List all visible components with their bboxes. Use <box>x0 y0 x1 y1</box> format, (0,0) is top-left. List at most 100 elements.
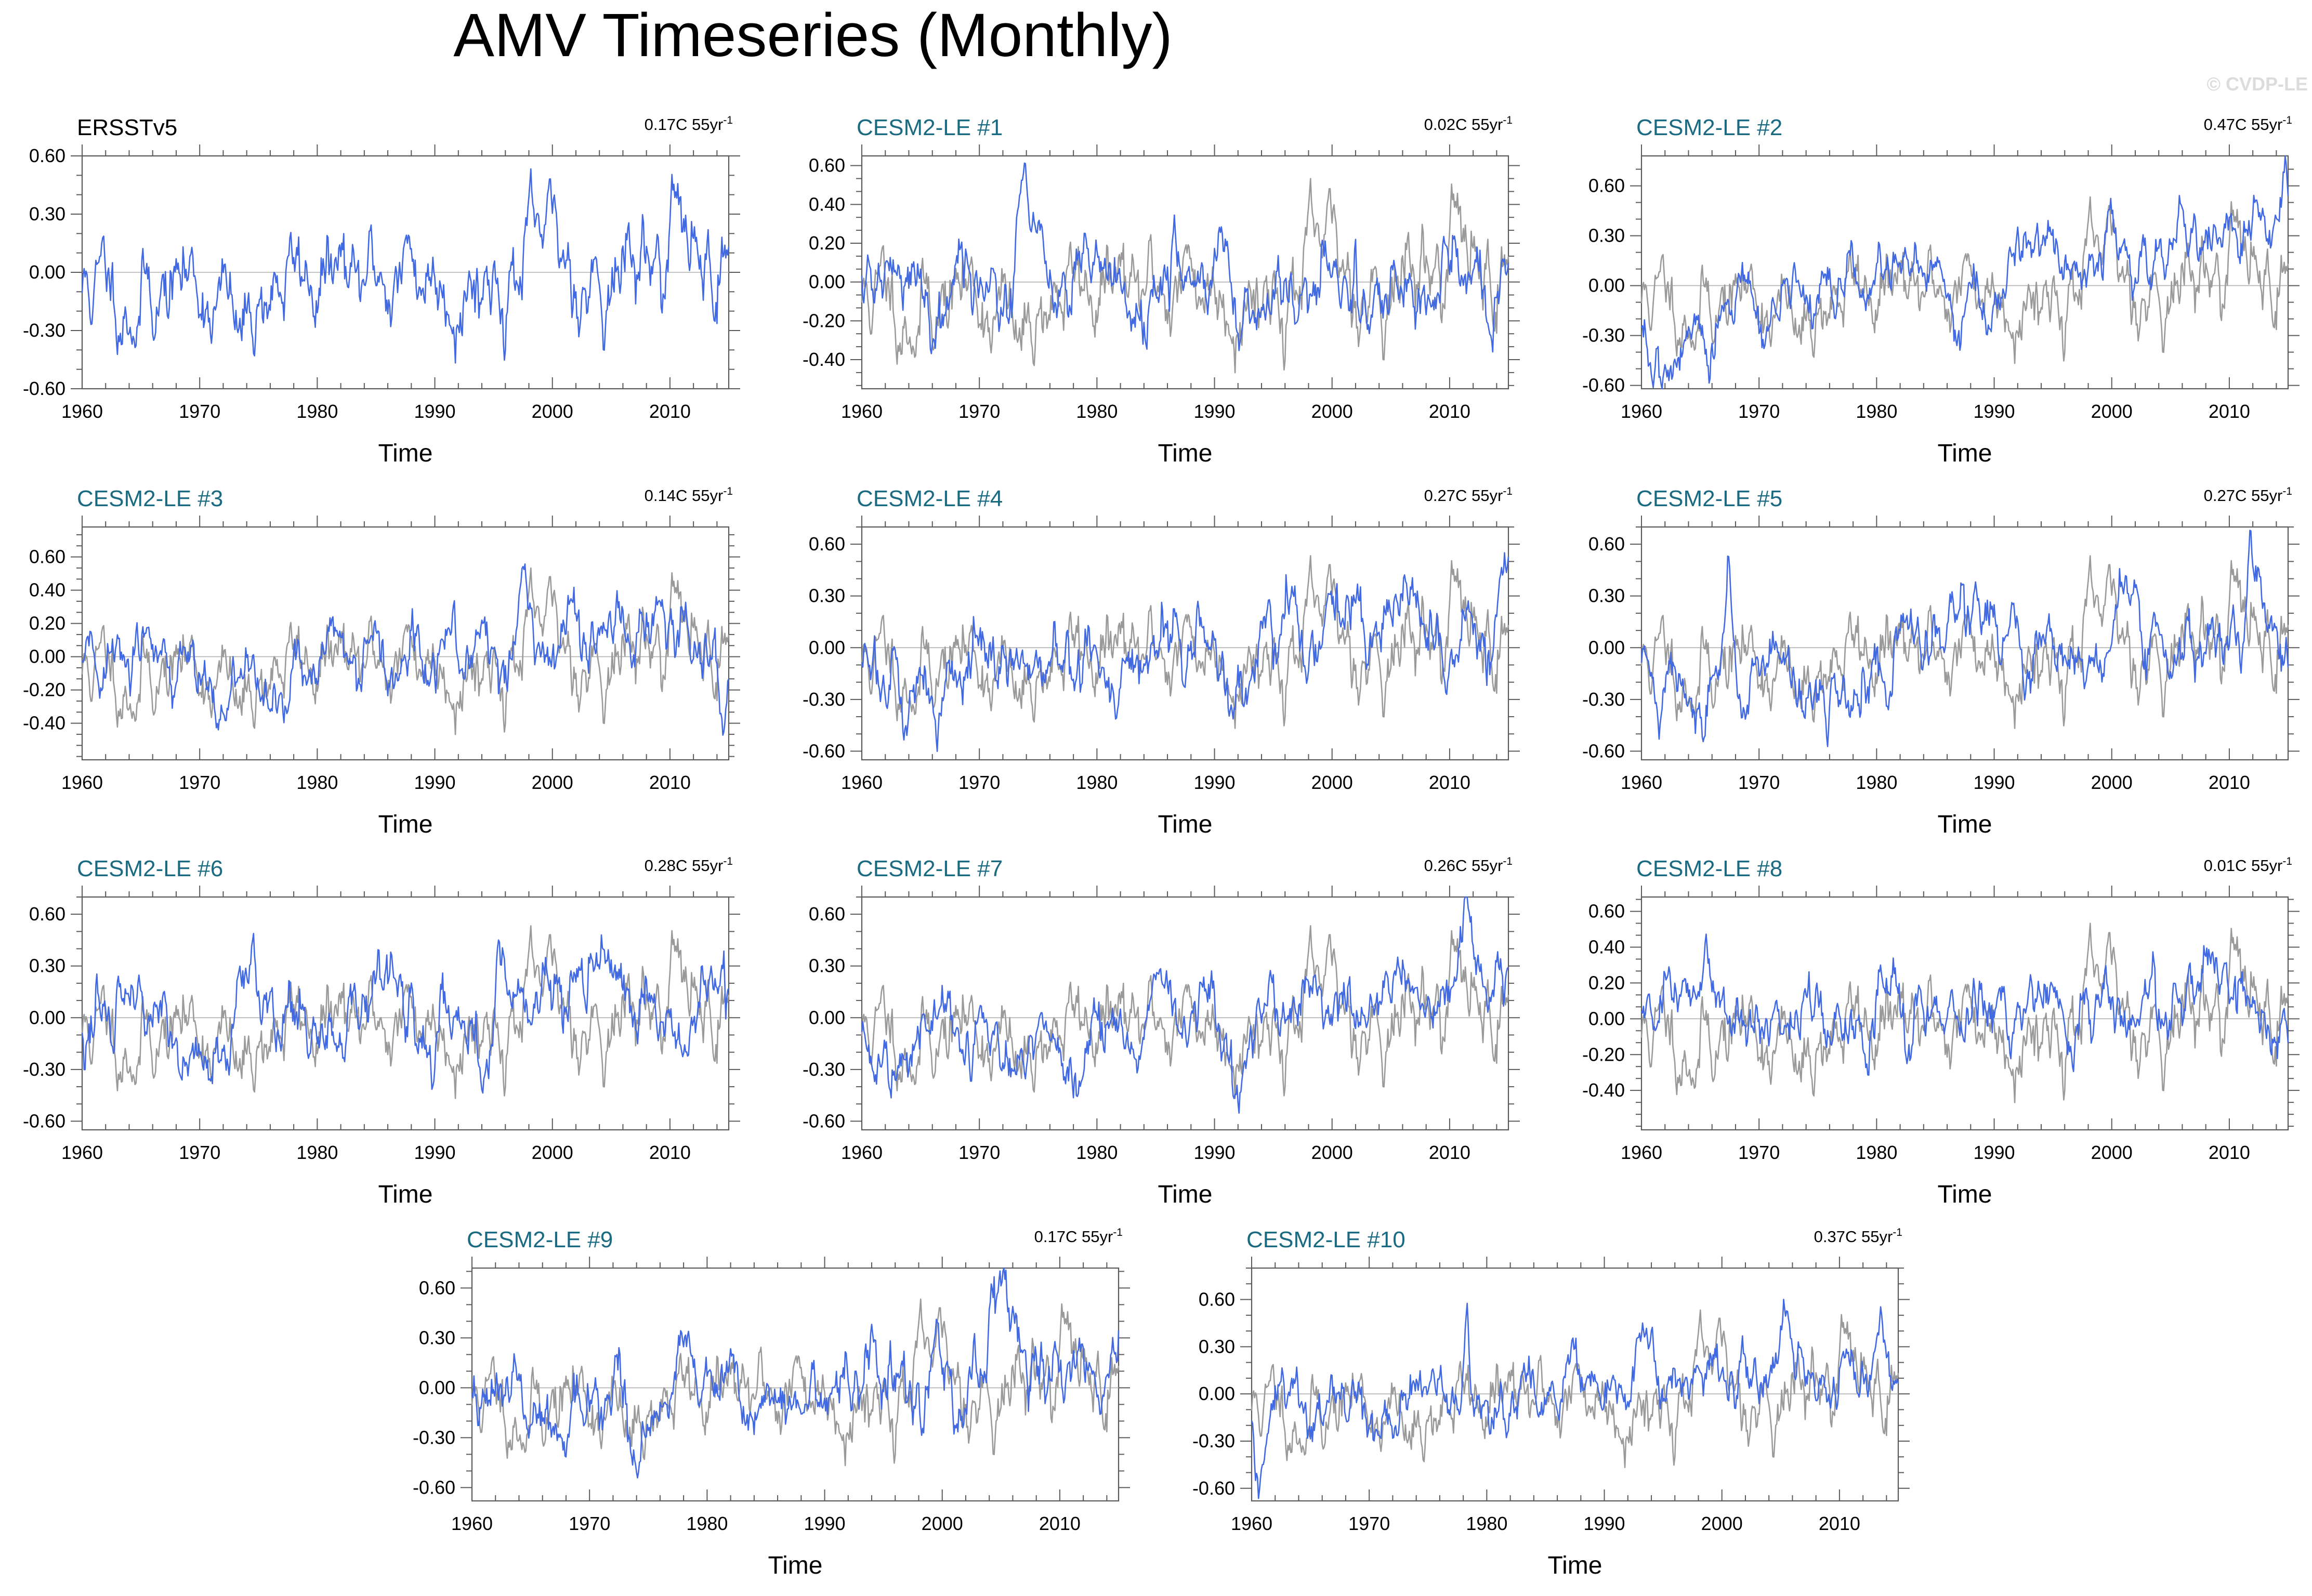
x-axis-label: Time <box>378 440 433 467</box>
x-tick-label: 2010 <box>1429 772 1470 793</box>
x-tick-label: 2010 <box>2209 772 2250 793</box>
trend-exponent: -1 <box>2282 855 2292 867</box>
x-tick-label: 1960 <box>841 401 883 422</box>
y-tick-label: -0.30 <box>23 320 65 341</box>
x-tick-label: 1970 <box>1738 1142 1780 1163</box>
y-tick-label: 0.00 <box>1588 275 1625 296</box>
chart-panel-4: 1960 1970 1980 1990 2000 2010 -0.40 -0.20 0.00 0.… <box>23 485 740 838</box>
x-axis-label: Time <box>1938 811 1992 838</box>
x-axis-label: Time <box>1158 811 1213 838</box>
panel-title: CESM2-LE #7 <box>857 856 1003 881</box>
x-tick-label: 1990 <box>1973 772 2015 793</box>
x-tick-label: 2000 <box>2091 772 2133 793</box>
y-tick-label: 0.00 <box>29 1007 65 1028</box>
y-tick-label: 0.20 <box>809 232 845 254</box>
x-tick-label: 2010 <box>2209 1142 2250 1163</box>
x-tick-label: 2000 <box>532 1142 573 1163</box>
watermark: © CVDP-LE <box>2206 73 2308 95</box>
y-tick-label: -0.60 <box>1582 740 1625 761</box>
x-tick-label: 1980 <box>296 772 338 793</box>
x-tick-label: 1960 <box>1621 1142 1662 1163</box>
y-tick-label: -0.40 <box>23 713 65 734</box>
y-tick-label: 0.30 <box>29 203 65 225</box>
x-axis-label: Time <box>378 811 433 838</box>
panel-title: CESM2-LE #6 <box>77 856 223 881</box>
y-tick-label: 0.00 <box>1199 1383 1235 1404</box>
x-tick-label: 1970 <box>569 1513 610 1534</box>
x-tick-label: 1980 <box>1076 1142 1118 1163</box>
y-tick-label: 0.00 <box>29 646 65 667</box>
x-tick-label: 1980 <box>296 401 338 422</box>
plot-frame <box>861 155 1509 390</box>
plot-frame <box>1640 155 2289 390</box>
y-tick-label: -0.60 <box>1582 375 1625 396</box>
member-series-line <box>471 1267 1120 1479</box>
y-tick-label: -0.60 <box>413 1476 455 1498</box>
panel-title: ERSSTv5 <box>77 115 177 140</box>
y-tick-label: 0.30 <box>809 585 845 606</box>
trend-label: 0.37C 55yr-1 <box>1814 1226 1902 1246</box>
trend-exponent: -1 <box>723 855 733 867</box>
panel-title: CESM2-LE #2 <box>1636 115 1782 140</box>
x-tick-label: 1990 <box>414 1142 455 1163</box>
plot-frame <box>81 896 730 1131</box>
x-tick-label: 1960 <box>1621 401 1662 422</box>
x-tick-label: 2010 <box>1039 1513 1081 1534</box>
y-tick-label: 0.60 <box>809 533 845 555</box>
y-tick-label: 0.20 <box>1588 972 1625 993</box>
x-tick-label: 1990 <box>414 772 455 793</box>
y-tick-label: -0.30 <box>413 1427 455 1448</box>
chart-panel-11: 1960 1970 1980 1990 2000 2010 -0.60 -0.30 0.00 0.… <box>1192 1226 1910 1579</box>
x-tick-label: 1960 <box>61 401 103 422</box>
plot-frame <box>81 526 730 761</box>
chart-panel-10: 1960 1970 1980 1990 2000 2010 -0.60 -0.30 0.00 0.… <box>413 1226 1130 1579</box>
y-tick-label: 0.30 <box>1588 585 1625 606</box>
x-tick-label: 2010 <box>1819 1513 1860 1534</box>
trend-exponent: -1 <box>1113 1226 1123 1238</box>
y-tick-label: 0.30 <box>809 955 845 977</box>
chart-panel-5: 1960 1970 1980 1990 2000 2010 -0.60 -0.30 0.00 0.… <box>803 485 1520 838</box>
y-tick-label: 0.60 <box>29 145 65 166</box>
reference-series-line <box>1251 1309 1899 1468</box>
trend-exponent: -1 <box>2282 485 2292 497</box>
reference-series-line <box>1640 196 2289 364</box>
x-tick-label: 1970 <box>958 772 1000 793</box>
panel-title: CESM2-LE #10 <box>1246 1227 1405 1252</box>
member-series-line <box>81 563 730 736</box>
x-tick-label: 2010 <box>1429 401 1470 422</box>
y-tick-label: 0.60 <box>1588 901 1625 922</box>
y-tick-label: 0.40 <box>809 193 845 215</box>
plot-frame <box>1640 896 2289 1131</box>
x-tick-label: 1970 <box>1738 772 1780 793</box>
member-series-line <box>1640 530 2289 747</box>
x-tick-label: 2010 <box>649 401 691 422</box>
x-tick-label: 2000 <box>532 401 573 422</box>
plot-frame <box>471 1267 1120 1502</box>
member-series-line <box>861 162 1509 354</box>
y-tick-label: -0.30 <box>803 689 845 710</box>
reference-series-line <box>1640 922 2289 1103</box>
y-tick-label: -0.20 <box>1582 1044 1625 1065</box>
x-tick-label: 2000 <box>532 772 573 793</box>
trend-exponent: -1 <box>1503 855 1513 867</box>
panel-title: CESM2-LE #3 <box>77 486 223 511</box>
y-tick-label: 0.60 <box>809 903 845 925</box>
x-tick-label: 1990 <box>414 401 455 422</box>
chart-panel-9: 1960 1970 1980 1990 2000 2010 -0.40 -0.20 0.00 0.… <box>1582 855 2300 1208</box>
x-tick-label: 1960 <box>61 772 103 793</box>
x-tick-label: 2010 <box>649 1142 691 1163</box>
y-tick-label: 0.60 <box>809 155 845 176</box>
y-tick-label: 0.00 <box>809 1007 845 1028</box>
x-tick-label: 1970 <box>179 1142 220 1163</box>
y-tick-label: -0.60 <box>1192 1478 1235 1499</box>
reference-series-line <box>861 925 1509 1099</box>
trend-label: 0.26C 55yr-1 <box>1424 855 1513 875</box>
panel-title: CESM2-LE #9 <box>467 1227 613 1252</box>
y-tick-label: 0.60 <box>1588 175 1625 196</box>
y-tick-label: 0.00 <box>809 637 845 658</box>
x-axis-label: Time <box>1938 440 1992 467</box>
x-axis-label: Time <box>1158 440 1213 467</box>
y-tick-label: 0.30 <box>1588 225 1625 246</box>
reference-series-line <box>471 1298 1120 1467</box>
